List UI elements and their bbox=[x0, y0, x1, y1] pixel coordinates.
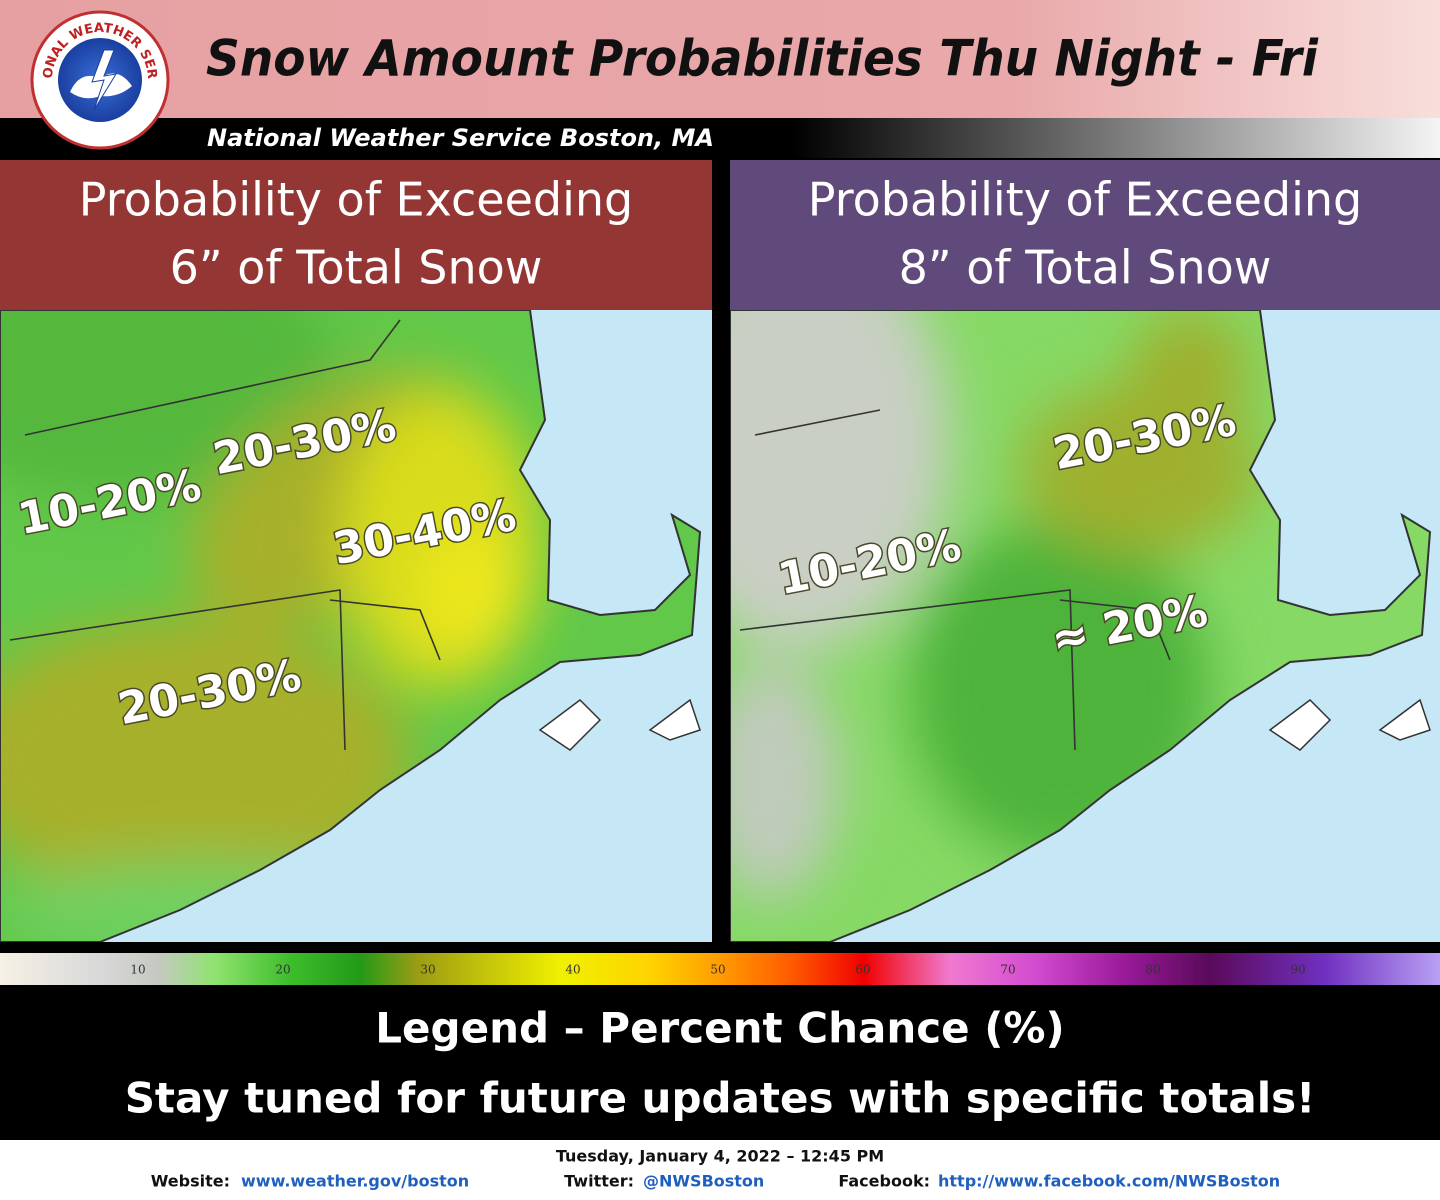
panel-title: 6” of Total Snow bbox=[170, 241, 543, 295]
panel-title-box bbox=[730, 160, 1440, 310]
panel-title: 8” of Total Snow bbox=[899, 241, 1272, 295]
subtitle: National Weather Service Boston, MA bbox=[207, 124, 714, 152]
subtitle-band bbox=[0, 118, 1440, 158]
map bbox=[730, 310, 1440, 942]
map bbox=[0, 310, 712, 942]
date: Tuesday, January 4, 2022 – 12:45 PM bbox=[556, 1147, 884, 1166]
colorbar-tick-label: 30 bbox=[420, 963, 435, 977]
legend-message: Stay tuned for future updates with speci… bbox=[125, 1074, 1316, 1123]
website-link[interactable]: www.weather.gov/boston bbox=[241, 1172, 469, 1191]
twitter-label: Twitter: bbox=[564, 1172, 634, 1191]
colorbar-tick-label: 50 bbox=[710, 963, 725, 977]
colorbar-ticks: 10 20 30 40 50 60 70 80 90 bbox=[130, 963, 1305, 977]
website[interactable]: www.weather.gov/boston bbox=[241, 1172, 469, 1191]
footer-band bbox=[0, 1140, 1440, 1200]
facebook[interactable]: http://www.facebook.com/NWSBoston bbox=[938, 1172, 1280, 1191]
facebook-link[interactable]: http://www.facebook.com/NWSBoston bbox=[938, 1172, 1280, 1191]
colorbar-tick-label: 10 bbox=[130, 963, 145, 977]
panel-title: Probability of Exceeding bbox=[808, 173, 1362, 227]
colorbar bbox=[0, 953, 1440, 985]
header-band bbox=[0, 0, 1440, 118]
colorbar-tick-label: 90 bbox=[1290, 963, 1305, 977]
colorbar-tick-label: 70 bbox=[1000, 963, 1015, 977]
facebook-label: Facebook: bbox=[838, 1172, 930, 1191]
twitter-link[interactable]: @NWSBoston bbox=[643, 1172, 764, 1191]
panel-title-box bbox=[0, 160, 712, 310]
colorbar-tick-label: 20 bbox=[275, 963, 290, 977]
colorbar-tick-label: 80 bbox=[1145, 963, 1160, 977]
twitter[interactable]: @NWSBoston bbox=[643, 1172, 764, 1191]
legend-title: Legend – Percent Chance (%) bbox=[375, 1004, 1064, 1053]
colorbar-tick-label: 60 bbox=[855, 963, 870, 977]
title: Snow Amount Probabilities Thu Night - Fr… bbox=[206, 30, 1319, 88]
website-label: Website: bbox=[151, 1172, 230, 1191]
colorbar-tick-label: 40 bbox=[565, 963, 580, 977]
panel-title: Probability of Exceeding bbox=[79, 173, 633, 227]
